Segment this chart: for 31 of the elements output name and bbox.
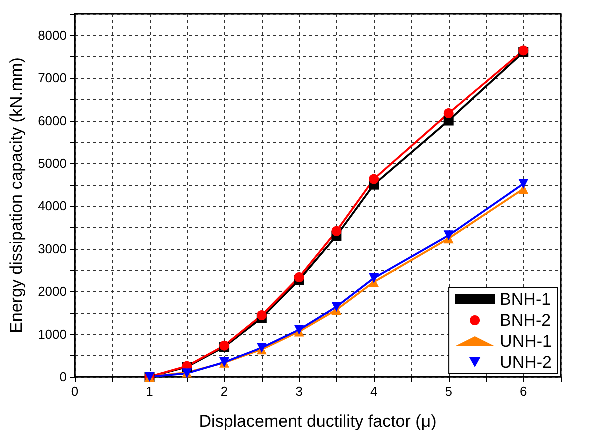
point — [332, 302, 342, 312]
y-tick-label: 3000 — [38, 241, 67, 256]
x-tick-label: 2 — [220, 384, 228, 399]
x-tick-label: 4 — [370, 384, 378, 399]
y-axis-title: Energy dissipation capacity (kN.mm) — [7, 58, 26, 334]
point — [332, 226, 342, 236]
y-tick-label: 1000 — [38, 326, 67, 342]
y-tick-label: 2000 — [38, 284, 67, 300]
y-tick-label: 5000 — [38, 156, 67, 171]
x-tick-label: 6 — [520, 384, 528, 399]
point — [369, 273, 380, 284]
y-tick-label: 4000 — [38, 198, 67, 214]
legend-label: UNH-2 — [500, 353, 552, 372]
point — [369, 174, 380, 184]
x-tick-label: 3 — [296, 384, 303, 399]
legend-label: BNH-1 — [500, 290, 552, 309]
legend-label: UNH-1 — [500, 332, 552, 351]
point — [256, 310, 267, 320]
y-tick-label: 7000 — [38, 70, 67, 86]
point — [444, 108, 454, 118]
y-tick-label: 8000 — [38, 28, 67, 43]
y-tick-label: 0 — [60, 370, 67, 384]
x-axis-title: Displacement ductility factor (μ) — [199, 412, 437, 431]
x-tick-label: 1 — [146, 384, 154, 399]
y-tick-label: 6000 — [38, 113, 67, 128]
point — [518, 178, 529, 189]
point — [444, 230, 454, 241]
legend-label: BNH-2 — [500, 311, 552, 330]
point — [294, 272, 304, 282]
x-tick-label: 5 — [445, 384, 452, 399]
x-tick-label: 0 — [71, 384, 79, 399]
